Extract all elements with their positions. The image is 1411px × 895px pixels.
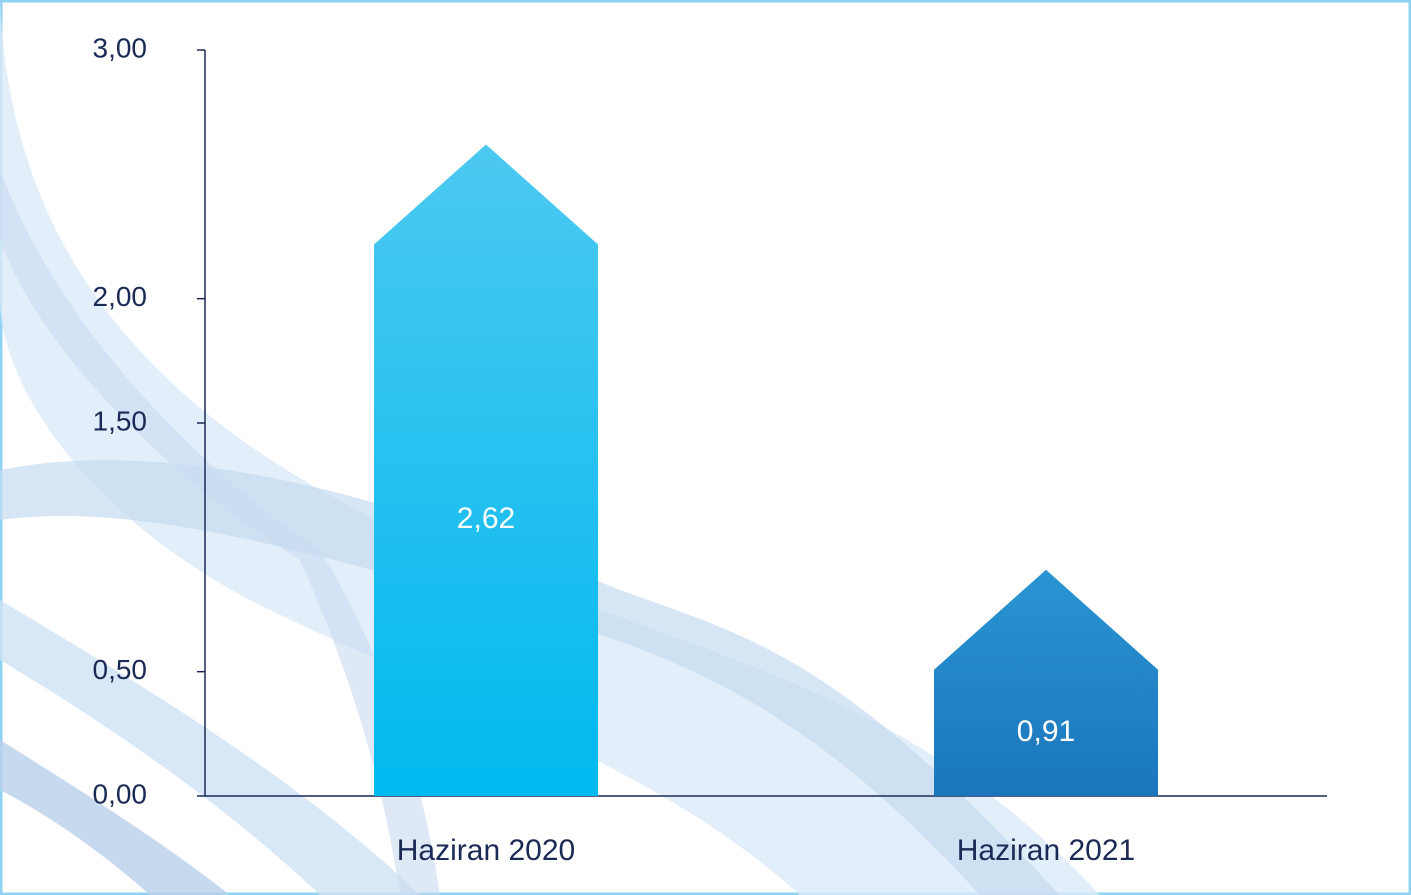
bar — [374, 144, 598, 796]
y-tick-label: 0,00 — [93, 778, 148, 809]
value-label: 0,91 — [1017, 715, 1075, 748]
y-tick-label: 3,00 — [93, 32, 148, 63]
x-tick-label: Haziran 2020 — [397, 834, 575, 867]
y-tick-label: 2,00 — [93, 281, 148, 312]
value-label: 2,62 — [457, 502, 515, 535]
bar — [934, 569, 1158, 796]
y-tick-label: 1,50 — [93, 405, 148, 436]
x-tick-label: Haziran 2021 — [957, 834, 1135, 867]
y-tick-label: 0,50 — [93, 654, 148, 685]
